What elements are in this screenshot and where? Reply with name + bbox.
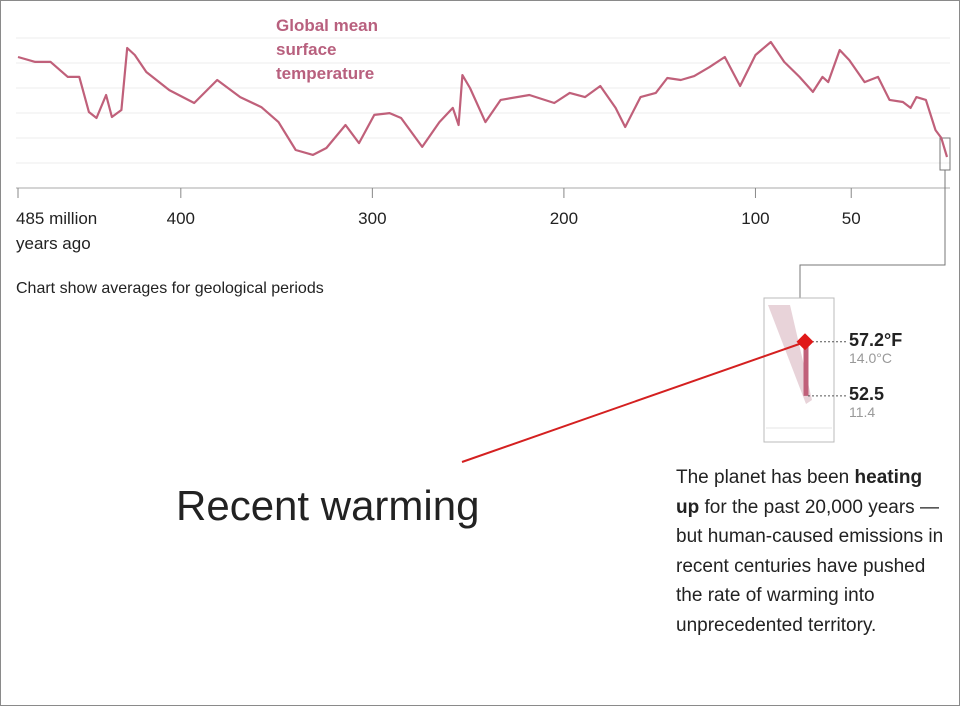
- x-tick-label: 400: [166, 209, 195, 228]
- text: for the past 20,000 years — but human-ca…: [676, 496, 944, 636]
- text: The planet has been: [676, 467, 855, 488]
- inset-celsius-label: 11.4: [849, 403, 876, 420]
- x-tick-label: 50: [841, 209, 861, 228]
- bold-text: heating up: [676, 467, 923, 518]
- grid: [16, 37, 950, 164]
- inset-value-label: 52.5: [849, 383, 885, 404]
- pointer-line: [461, 341, 806, 463]
- inset: [796, 333, 846, 397]
- paragraph: The planet has been heating up for the p…: [676, 463, 946, 640]
- inset-point: [796, 333, 814, 351]
- inset-celsius-label: 14.0°C: [849, 349, 892, 366]
- chart-title: Global mean surface temperature: [276, 16, 379, 83]
- inset-context: [768, 305, 812, 404]
- x-tick-label: 200: [549, 209, 579, 228]
- x-tick-label: 100: [741, 209, 770, 228]
- connector: [799, 170, 946, 298]
- line-series: [17, 40, 949, 158]
- note: Chart show averages for geological perio…: [16, 280, 324, 297]
- x-tick-label: 300: [358, 209, 387, 228]
- inset-value-label: 57.2°F: [849, 329, 903, 350]
- x-tick-label: 485 million years ago: [16, 209, 98, 253]
- headline: Recent warming: [176, 482, 480, 529]
